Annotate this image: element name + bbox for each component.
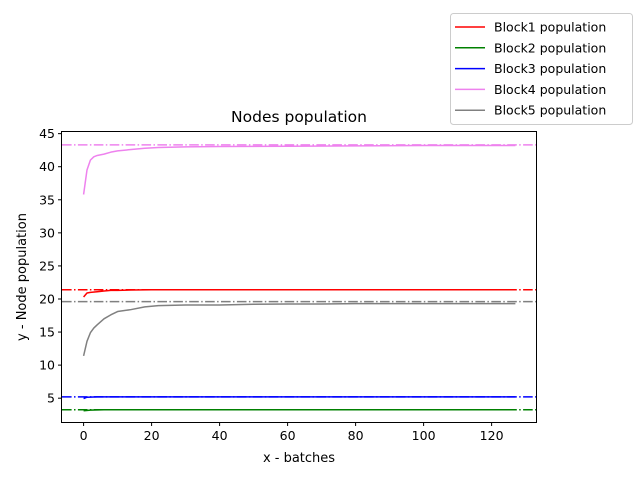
y-tick-label: 30 bbox=[39, 225, 55, 240]
plot-frame bbox=[61, 131, 537, 423]
legend-entry-label: Block2 population bbox=[494, 40, 606, 55]
x-tick-label: 20 bbox=[144, 428, 160, 443]
y-tick-label: 40 bbox=[39, 159, 55, 174]
y-axis: 5 10 15 20 25 30 35 40 45 bbox=[39, 126, 62, 406]
y-axis-title: y - Node population bbox=[15, 213, 30, 341]
series-3-line bbox=[83, 396, 516, 400]
legend-entry-label: Block1 population bbox=[494, 20, 606, 35]
plot-area bbox=[62, 144, 537, 412]
legend-entry-label: Block5 population bbox=[494, 103, 606, 118]
y-tick-label: 5 bbox=[47, 391, 55, 406]
chart-title: Nodes population bbox=[231, 108, 367, 126]
legend-entry-label: Block3 population bbox=[494, 61, 606, 76]
y-tick-label: 20 bbox=[39, 291, 55, 306]
y-tick-label: 10 bbox=[39, 358, 55, 373]
x-tick-label: 0 bbox=[80, 428, 88, 443]
x-tick-label: 60 bbox=[280, 428, 296, 443]
x-tick-label: 40 bbox=[212, 428, 228, 443]
legend-box bbox=[450, 13, 633, 125]
legend: Block1 population Block2 population Block3… bbox=[450, 13, 633, 125]
x-tick-label: 100 bbox=[412, 428, 436, 443]
x-axis-title: x - batches bbox=[263, 451, 335, 466]
x-tick-label: 120 bbox=[480, 428, 504, 443]
series-1-line bbox=[83, 288, 516, 298]
series-5-line bbox=[82, 302, 516, 357]
series-2-line bbox=[83, 409, 516, 412]
x-tick-label: 80 bbox=[348, 428, 364, 443]
x-axis: 0 20 40 60 80 100 120 bbox=[80, 422, 504, 443]
legend-entry-label: Block4 population bbox=[494, 82, 606, 97]
y-tick-label: 45 bbox=[39, 126, 55, 141]
y-tick-label: 35 bbox=[39, 192, 55, 207]
y-tick-label: 25 bbox=[39, 258, 55, 273]
series-4-line bbox=[82, 144, 516, 195]
y-tick-label: 15 bbox=[39, 325, 55, 340]
